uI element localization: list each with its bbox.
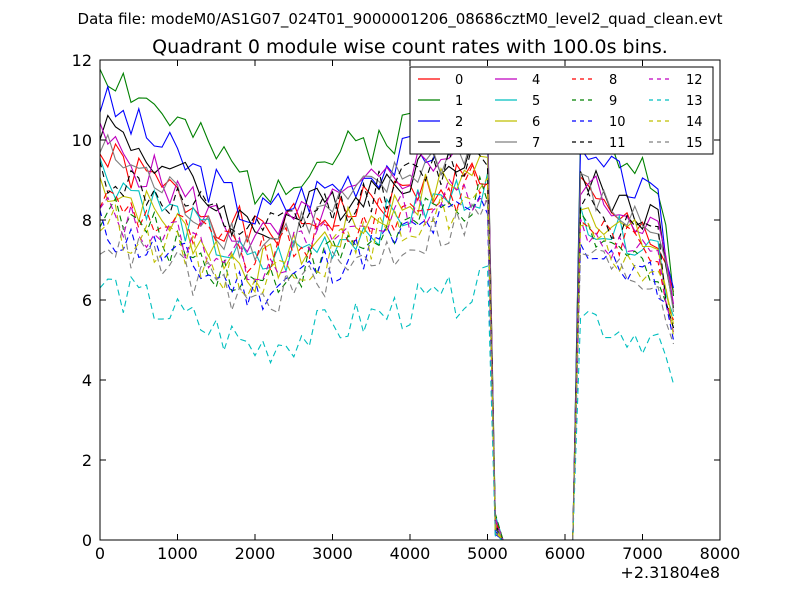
x-tick-label: 6000 xyxy=(545,544,586,563)
x-tick-label: 5000 xyxy=(467,544,508,563)
legend-label-10: 10 xyxy=(609,115,626,130)
x-tick-label: 8000 xyxy=(700,544,741,563)
y-tick-label: 12 xyxy=(72,51,92,70)
y-tick-label: 0 xyxy=(82,531,92,550)
x-tick-label: 2000 xyxy=(235,544,276,563)
legend-label-4: 4 xyxy=(532,73,540,88)
y-tick-label: 10 xyxy=(72,131,92,150)
legend-label-7: 7 xyxy=(532,136,540,151)
series-line-11 xyxy=(99,145,675,541)
legend-label-8: 8 xyxy=(609,73,617,88)
series-line-9 xyxy=(99,174,675,541)
legend-label-2: 2 xyxy=(455,115,463,130)
legend-box xyxy=(409,66,714,155)
series-line-5 xyxy=(99,157,675,541)
y-tick-label: 6 xyxy=(82,291,92,310)
x-tick-label: 0 xyxy=(95,544,105,563)
legend-label-12: 12 xyxy=(686,73,703,88)
legend-label-9: 9 xyxy=(609,94,617,109)
plot-lines xyxy=(99,68,675,541)
legend-label-6: 6 xyxy=(532,115,540,130)
figure-suptitle: Data file: modeM0/AS1G07_024T01_90000012… xyxy=(78,10,723,29)
legend-label-13: 13 xyxy=(686,94,703,109)
legend-label-5: 5 xyxy=(532,94,540,109)
legend-label-0: 0 xyxy=(455,73,463,88)
x-tick-label: 3000 xyxy=(312,544,353,563)
series-line-12 xyxy=(99,177,675,541)
series-line-2 xyxy=(99,84,675,541)
legend-label-11: 11 xyxy=(609,136,626,151)
x-offset-label: +2.31804e8 xyxy=(620,563,720,582)
series-line-3 xyxy=(99,114,675,541)
series-line-6 xyxy=(99,155,675,541)
y-tick-label: 8 xyxy=(82,211,92,230)
x-axis: 0 1000 2000 3000 4000 5000 6000 7000 8000 xyxy=(95,60,740,563)
series-line-13 xyxy=(99,265,675,541)
x-tick-label: 4000 xyxy=(390,544,431,563)
legend-label-3: 3 xyxy=(455,136,463,151)
chart-title: Quadrant 0 module wise count rates with … xyxy=(152,36,668,58)
series-line-8 xyxy=(99,164,675,541)
y-tick-label: 4 xyxy=(82,371,92,390)
series-line-14 xyxy=(99,176,675,541)
legend-label-1: 1 xyxy=(455,94,463,109)
legend-label-15: 15 xyxy=(686,136,703,151)
series-line-7 xyxy=(99,132,675,541)
series-line-15 xyxy=(99,198,675,541)
x-tick-label: 1000 xyxy=(157,544,198,563)
legend-label-14: 14 xyxy=(686,115,703,130)
series-line-10 xyxy=(99,194,675,541)
x-tick-label: 7000 xyxy=(622,544,663,563)
series-line-4 xyxy=(99,116,675,541)
series-line-0 xyxy=(99,142,675,541)
y-tick-label: 2 xyxy=(82,451,92,470)
